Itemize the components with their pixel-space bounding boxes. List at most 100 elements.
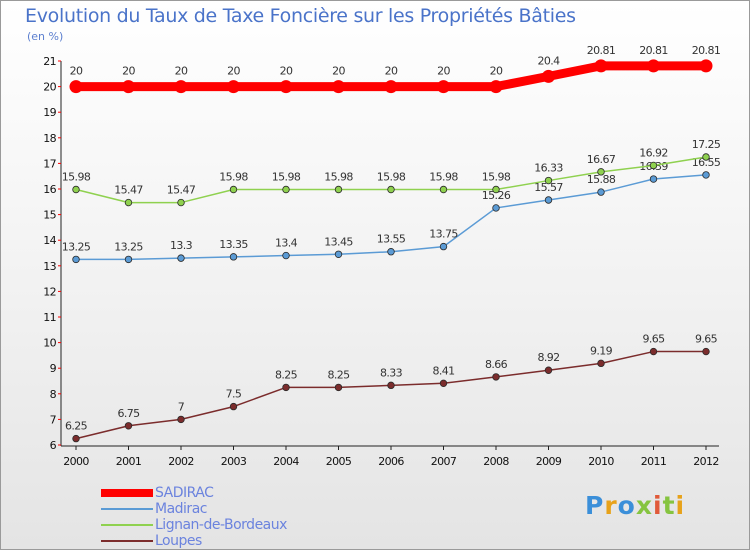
x-tick-label: 2011 [641,455,667,468]
data-label: 20 [122,65,135,78]
data-point [122,80,135,94]
data-label: 9.65 [642,333,665,346]
data-label: 8.25 [327,368,350,381]
data-point [702,171,710,179]
data-label: 8.66 [485,358,508,371]
data-label: 20 [175,65,188,78]
data-point [334,185,343,194]
data-point [177,415,185,424]
data-label: 16.92 [639,146,668,159]
x-tick-label: 2012 [693,455,719,468]
x-tick-label: 2005 [326,455,352,468]
data-label: 15.98 [377,171,406,184]
data-label: 9.65 [695,333,718,346]
x-tick-label: 2004 [273,455,299,468]
data-label: 15.98 [219,171,248,184]
data-point [174,80,188,94]
data-label: 6.25 [65,420,88,433]
data-label: 15.47 [114,184,143,197]
data-label: 7 [178,400,185,413]
legend-label: SADIRAC [155,485,214,501]
legend-swatch [101,489,153,497]
data-point [387,381,395,390]
data-point [387,248,395,256]
x-tick-label: 2008 [483,455,509,468]
y-tick-label: 9 [50,362,57,375]
data-point [649,161,658,170]
data-point [124,255,133,264]
data-label: 15.98 [429,171,458,184]
data-label: 20 [332,65,345,78]
legend-swatch [101,508,153,510]
data-label: 7.5 [226,388,242,401]
data-label: 15.26 [482,189,511,202]
data-label: 15.98 [482,171,511,184]
x-tick-label: 2010 [588,455,614,468]
data-label: 20 [490,65,503,78]
data-point [282,251,290,260]
data-point [597,168,605,176]
data-label: 15.47 [167,184,196,197]
y-tick-label: 14 [43,234,56,247]
data-point [492,185,500,194]
data-label: 15.57 [534,181,563,194]
data-label: 13.55 [377,233,406,246]
data-point [229,185,238,194]
data-point [177,198,185,207]
data-point [72,185,80,194]
data-point [387,185,395,194]
data-point [229,253,238,261]
x-tick-label: 2000 [63,455,89,468]
data-point [492,373,500,381]
data-label: 6.75 [117,407,140,420]
data-label: 8.25 [275,368,298,381]
legend-label: Madirac [155,501,207,517]
y-tick-label: 12 [43,285,56,298]
data-label: 9.19 [590,344,613,357]
chart-subtitle: (en %) [27,30,64,43]
data-label: 20 [227,65,240,78]
data-point [439,379,448,388]
data-point [332,80,345,94]
data-label: 13.4 [275,237,298,250]
data-point [334,250,343,258]
data-point [384,80,398,94]
y-tick-label: 7 [50,413,57,426]
x-tick-label: 2007 [431,455,457,468]
y-tick-label: 18 [43,132,56,145]
data-point [439,242,448,251]
data-point [702,347,710,356]
data-point [282,383,290,392]
y-tick-label: 10 [43,337,56,350]
data-point [334,383,343,392]
data-point [699,59,713,73]
data-point [594,59,608,73]
data-point [702,153,710,161]
x-tick-label: 2009 [536,455,562,468]
data-label: 20.81 [692,44,721,57]
data-point [544,366,553,374]
legend-label: Lignan-de-Bordeaux [155,517,287,533]
data-label: 16.55 [692,156,721,169]
data-label: 15.98 [62,171,91,184]
y-tick-label: 19 [43,106,56,119]
data-label: 13.45 [324,235,353,248]
y-tick-label: 6 [50,439,57,452]
y-tick-label: 11 [43,311,56,324]
data-label: 13.25 [114,240,143,253]
data-label: 13.25 [62,240,91,253]
data-label: 20.4 [537,54,560,67]
data-label: 15.98 [272,171,301,184]
data-point [492,204,500,212]
data-point [489,80,503,94]
data-label: 16.33 [534,162,563,175]
data-label: 15.98 [324,171,353,184]
data-point [542,69,555,83]
data-point [227,80,240,94]
data-point [649,175,658,183]
data-label: 13.75 [429,228,458,241]
data-point [647,59,660,73]
brand-logo: Proxiti [585,491,686,520]
data-point [597,188,605,196]
